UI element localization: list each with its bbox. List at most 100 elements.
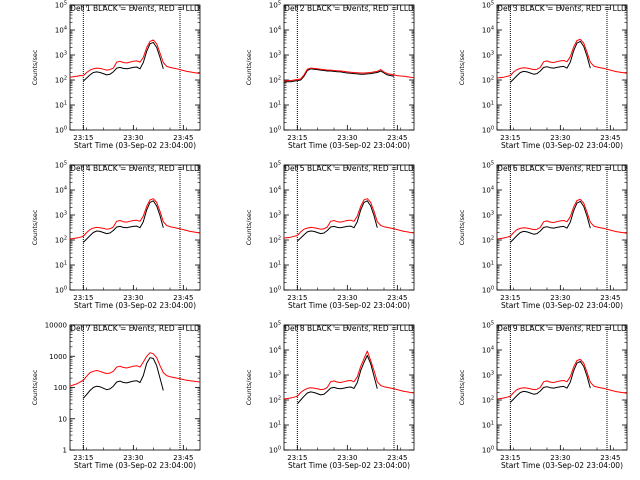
y-tick-label: 104 (482, 346, 494, 355)
series-events-line (509, 200, 591, 243)
y-tick-label: 102 (269, 76, 281, 85)
x-tick-label: 23:15 (500, 134, 520, 142)
y-tick-label: 105 (269, 1, 281, 10)
y-tick-label: 100 (55, 126, 67, 135)
chart-title: Det 2 BLACK = Events, RED = LLD (284, 4, 414, 13)
y-tick-label: 101 (482, 101, 494, 110)
x-tick-label: 23:15 (500, 454, 520, 462)
series-segment (509, 200, 591, 243)
x-tick-label: 23:15 (73, 454, 93, 462)
x-axis-label: Start Time (03-Sep-02 23:04:00) (501, 461, 623, 470)
series-lld-line (69, 39, 201, 78)
series-segment (69, 352, 201, 387)
plot-frame (283, 164, 415, 291)
x-tick-label: 23:30 (337, 294, 357, 302)
series-lld-line (496, 358, 628, 400)
y-tick-label: 100 (55, 286, 67, 295)
y-tick-label: 102 (482, 236, 494, 245)
y-tick-label: 100 (269, 286, 281, 295)
y-tick-label: 100 (482, 286, 494, 295)
series-segment (82, 41, 164, 82)
x-tick-label: 23:30 (337, 134, 357, 142)
series-events-line (82, 357, 164, 399)
x-axis-label: Start Time (03-Sep-02 23:04:00) (501, 141, 623, 150)
x-tick-label: 23:45 (600, 294, 620, 302)
chart-panel-9: Det 9 BLACK = Events, RED = LLD 100 101 102… (458, 321, 628, 470)
y-tick-label: 100 (54, 384, 67, 392)
chart-title: Det 3 BLACK = Events, RED = LLD (497, 4, 627, 13)
y-tick-label: 104 (269, 346, 281, 355)
y-tick-label: 103 (482, 211, 494, 220)
y-tick-label: 102 (55, 76, 67, 85)
y-tick-label: 104 (269, 26, 281, 35)
series-segment (296, 355, 378, 405)
x-tick-label: 23:30 (550, 454, 570, 462)
y-axis-label: Counts/sec (245, 369, 253, 405)
x-tick-label: 23:30 (550, 294, 570, 302)
x-tick-label: 23:15 (287, 294, 307, 302)
y-tick-label: 105 (269, 321, 281, 330)
series-events-line (82, 200, 164, 243)
series-segment (496, 358, 628, 400)
y-tick-label: 104 (482, 26, 494, 35)
series-lld-line (283, 67, 415, 82)
series-lld-line (496, 38, 628, 79)
y-axis-label: Counts/sec (31, 49, 39, 85)
chart-panel-3: Det 3 BLACK = Events, RED = LLD 100 101 102… (458, 1, 628, 150)
y-tick-label: 102 (269, 236, 281, 245)
series-events-line (283, 68, 395, 83)
x-tick-label: 23:45 (173, 294, 193, 302)
y-tick-label: 103 (482, 51, 494, 60)
plot-frame (496, 164, 628, 291)
series-lld-line (283, 198, 415, 239)
y-tick-label: 101 (55, 101, 67, 110)
x-tick-label: 23:15 (73, 134, 93, 142)
series-segment (82, 357, 164, 399)
series-segment (509, 40, 591, 83)
y-axis-label: Counts/sec (31, 209, 39, 245)
series-segment (283, 198, 415, 239)
series-lld-line (69, 198, 201, 240)
y-axis-label: Counts/sec (245, 49, 253, 85)
y-tick-label: 101 (55, 261, 67, 270)
series-segment (82, 200, 164, 243)
y-tick-label: 105 (269, 161, 281, 170)
y-tick-label: 105 (482, 161, 494, 170)
chart-title: Det 7 BLACK = Events, RED = LLD (70, 324, 200, 333)
y-tick-label: 101 (269, 421, 281, 430)
y-tick-label: 104 (269, 186, 281, 195)
x-axis-label: Start Time (03-Sep-02 23:04:00) (501, 301, 623, 310)
y-tick-label: 10000 (45, 322, 67, 330)
x-axis-label: Start Time (03-Sep-02 23:04:00) (74, 461, 196, 470)
chart-panel-1: Det 1 BLACK = Events, RED = LLD 100 101 102… (31, 1, 201, 150)
x-axis-label: Start Time (03-Sep-02 23:04:00) (74, 301, 196, 310)
chart-title: Det 4 BLACK = Events, RED = LLD (70, 164, 200, 173)
y-axis-label: Counts/sec (245, 209, 253, 245)
y-tick-label: 100 (269, 126, 281, 135)
y-axis-label: Counts/sec (458, 209, 466, 245)
series-lld-line (496, 198, 628, 240)
y-tick-label: 103 (55, 51, 67, 60)
plot-frame (283, 324, 415, 451)
series-events-line (509, 360, 591, 403)
y-tick-label: 105 (482, 321, 494, 330)
x-tick-label: 23:15 (287, 454, 307, 462)
y-tick-label: 102 (55, 236, 67, 245)
y-tick-label: 101 (269, 101, 281, 110)
y-tick-label: 105 (55, 161, 67, 170)
series-events-line (296, 200, 378, 242)
y-tick-label: 1 (63, 447, 67, 455)
y-tick-label: 104 (55, 186, 67, 195)
y-tick-label: 104 (482, 186, 494, 195)
x-axis-label: Start Time (03-Sep-02 23:04:00) (288, 301, 410, 310)
series-segment (496, 38, 628, 79)
chart-title: Det 5 BLACK = Events, RED = LLD (284, 164, 414, 173)
chart-title: Det 8 BLACK = Events, RED = LLD (284, 324, 414, 333)
plot-frame (69, 164, 201, 291)
series-segment (296, 200, 378, 242)
x-tick-label: 23:30 (550, 134, 570, 142)
x-tick-label: 23:15 (73, 294, 93, 302)
x-tick-label: 23:30 (123, 294, 143, 302)
x-tick-label: 23:45 (600, 454, 620, 462)
y-tick-label: 100 (482, 446, 494, 455)
